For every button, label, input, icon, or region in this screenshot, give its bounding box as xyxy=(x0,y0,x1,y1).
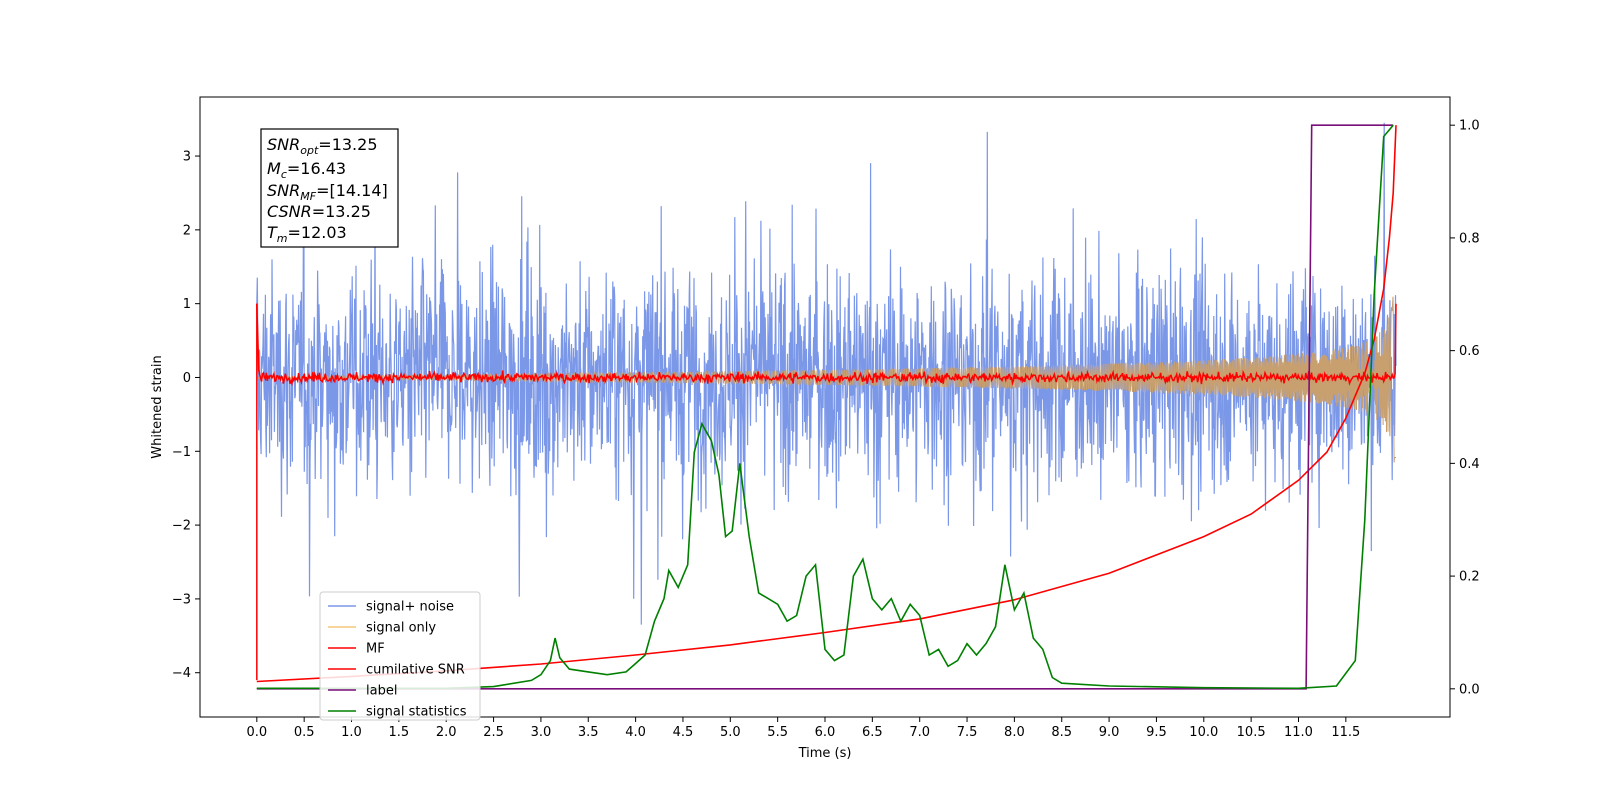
y2-tick-label: 0.4 xyxy=(1459,457,1480,472)
legend-label: cumilative SNR xyxy=(366,663,465,678)
y-axis-label: Whitened strain xyxy=(150,355,165,458)
x-tick-label: 8.0 xyxy=(1004,725,1025,740)
y-tick-label: 1 xyxy=(183,297,191,312)
x-tick-label: 3.5 xyxy=(578,725,599,740)
x-tick-label: 1.5 xyxy=(389,725,410,740)
x-tick-label: 9.0 xyxy=(1099,725,1120,740)
x-tick-label: 10.0 xyxy=(1189,725,1218,740)
info-box: SNRopt=13.25 Mc=16.43 SNRMF=[14.14] CSNR… xyxy=(260,128,399,248)
y2-tick-label: 0.2 xyxy=(1459,570,1480,585)
x-tick-label: 6.0 xyxy=(815,725,836,740)
x-tick-label: 4.5 xyxy=(673,725,694,740)
y2-tick-label: 0.6 xyxy=(1459,344,1480,359)
legend-label: label xyxy=(366,684,397,699)
x-tick-label: 11.5 xyxy=(1331,725,1360,740)
info-tm: Tm=12.03 xyxy=(267,223,347,245)
x-tick-label: 3.0 xyxy=(531,725,552,740)
x-tick-label: 2.5 xyxy=(483,725,504,740)
x-tick-label: 6.5 xyxy=(862,725,883,740)
x-tick-label: 11.0 xyxy=(1284,725,1313,740)
legend-label: signal only xyxy=(366,621,436,636)
series-label xyxy=(256,124,1394,690)
y-tick-label: −3 xyxy=(172,592,191,607)
x-tick-label: 2.0 xyxy=(436,725,457,740)
x-tick-label: 8.5 xyxy=(1051,725,1072,740)
info-snr-opt: SNRopt=13.25 xyxy=(267,135,378,157)
series-signal-statistics xyxy=(256,124,1394,690)
legend-label: signal+ noise xyxy=(366,600,454,615)
y-tick-label: −4 xyxy=(172,666,191,681)
series-mf xyxy=(256,303,1397,387)
x-tick-label: 0.5 xyxy=(294,725,315,740)
x-tick-label: 1.0 xyxy=(341,725,362,740)
info-snr-mf: SNRMF=[14.14] xyxy=(267,181,388,203)
y-tick-label: 2 xyxy=(183,223,191,238)
info-csnr: CSNR=13.25 xyxy=(267,202,371,221)
legend-label: signal statistics xyxy=(366,705,467,720)
y-tick-label: −1 xyxy=(172,445,191,460)
y-tick-label: 0 xyxy=(183,371,191,386)
y-tick-label: 3 xyxy=(183,150,191,165)
series-cumulative-snr xyxy=(256,125,1397,683)
y-tick-label: −2 xyxy=(172,519,191,534)
x-tick-label: 9.5 xyxy=(1146,725,1167,740)
x-tick-label: 10.5 xyxy=(1237,725,1266,740)
series-signal-noise xyxy=(256,122,1397,625)
x-axis-label: Time (s) xyxy=(798,746,852,761)
x-tick-label: 4.0 xyxy=(625,725,646,740)
x-tick-label: 5.5 xyxy=(767,725,788,740)
legend: signal+ noise signal only MF cumilative SNR… xyxy=(319,591,481,721)
y2-tick-label: 1.0 xyxy=(1459,119,1480,134)
info-mc: Mc=16.43 xyxy=(267,159,346,181)
x-tick-label: 7.0 xyxy=(909,725,930,740)
y2-tick-label: 0.0 xyxy=(1459,682,1480,697)
x-tick-label: 5.0 xyxy=(720,725,741,740)
legend-label: MF xyxy=(366,642,385,657)
y2-tick-label: 0.8 xyxy=(1459,231,1480,246)
x-tick-label: 7.5 xyxy=(957,725,978,740)
x-tick-label: 0.0 xyxy=(246,725,267,740)
